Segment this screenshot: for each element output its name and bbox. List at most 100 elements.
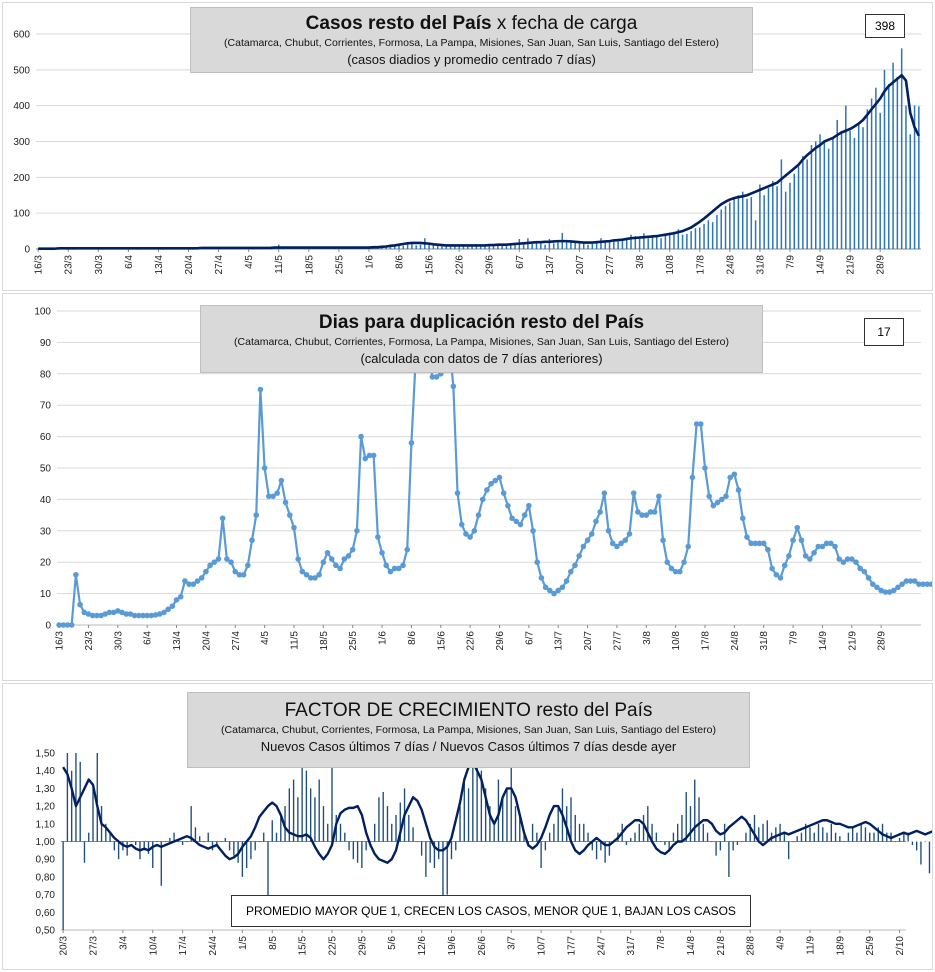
duplicacion-chart-panel: 0 10 20 30 40 50 60 70 80 90 100 16/3 23/3 30/3 6/4 13/… xyxy=(2,293,933,681)
data-point xyxy=(224,556,230,562)
data-point xyxy=(874,584,880,591)
x-tick-label: 3/8 xyxy=(635,255,646,269)
bar xyxy=(472,753,474,842)
data-point xyxy=(895,584,901,591)
bar xyxy=(643,233,645,249)
bar xyxy=(75,753,77,842)
data-point xyxy=(832,543,838,550)
bar xyxy=(840,130,843,249)
data-point xyxy=(505,502,511,509)
bar xyxy=(630,837,632,842)
bar xyxy=(827,148,830,249)
bar xyxy=(92,788,94,842)
data-point xyxy=(282,499,289,506)
bar xyxy=(252,249,254,250)
bar xyxy=(314,797,316,842)
data-point xyxy=(496,474,503,481)
bar xyxy=(233,841,235,856)
bar xyxy=(344,832,346,842)
bar xyxy=(779,823,781,842)
y-tick-label: 600 xyxy=(13,30,30,41)
data-point xyxy=(903,578,910,584)
data-point xyxy=(333,562,339,569)
data-point xyxy=(328,556,335,562)
duplicacion-subtitle2: (calculada con datos de 7 días anteriore… xyxy=(360,351,603,366)
bar xyxy=(839,836,841,842)
bar xyxy=(109,832,111,842)
bar xyxy=(870,98,873,249)
bar xyxy=(553,823,555,842)
bar xyxy=(905,105,907,250)
data-point xyxy=(681,559,687,565)
data-point xyxy=(400,562,406,569)
data-point xyxy=(689,474,696,481)
data-point xyxy=(685,543,692,550)
x-tick-label: 8/6 xyxy=(395,255,406,269)
bar xyxy=(763,195,765,249)
x-tick-label: 4/5 xyxy=(260,631,271,645)
data-point xyxy=(484,487,490,493)
y-tick-label: 1,30 xyxy=(36,784,56,795)
bar xyxy=(449,245,452,249)
bar xyxy=(881,823,884,842)
data-point xyxy=(651,509,658,515)
bar xyxy=(817,823,820,842)
bar xyxy=(741,191,744,249)
data-point xyxy=(597,509,603,515)
bar xyxy=(309,788,312,842)
data-point xyxy=(916,581,922,587)
bar xyxy=(862,127,864,249)
bar xyxy=(462,244,465,249)
data-point xyxy=(135,612,142,619)
bar xyxy=(327,823,329,842)
data-point xyxy=(312,575,318,581)
data-point xyxy=(165,606,171,613)
bar xyxy=(66,753,69,842)
data-point xyxy=(307,575,314,581)
data-point xyxy=(790,537,796,544)
factor-chart-panel: 0,50 0,60 0,70 0,80 0,90 1,00 1,10 1,20 1,30 1,40… xyxy=(2,683,933,970)
bar xyxy=(911,841,914,846)
bar xyxy=(523,832,525,842)
data-point xyxy=(836,556,843,562)
x-tick-label: 10/4 xyxy=(148,936,159,956)
x-tick-label: 15/6 xyxy=(425,255,436,275)
bar xyxy=(703,223,705,249)
bar xyxy=(143,841,145,851)
data-point xyxy=(391,565,398,572)
data-point xyxy=(144,612,150,619)
x-tick-label: 18/5 xyxy=(304,255,315,275)
data-point xyxy=(769,565,775,572)
data-point xyxy=(215,556,222,562)
bar xyxy=(767,188,770,249)
x-tick-label: 24/8 xyxy=(730,631,741,651)
bar xyxy=(587,832,589,842)
bar xyxy=(519,814,521,842)
data-point xyxy=(228,559,234,565)
bar xyxy=(402,245,405,249)
casos-title-rest: x fecha de carga xyxy=(496,13,638,34)
x-tick-label: 1/6 xyxy=(364,255,375,269)
bar xyxy=(458,245,460,249)
x-tick-label: 24/7 xyxy=(596,936,607,956)
data-point xyxy=(60,622,67,628)
x-tick-label: 3/4 xyxy=(118,936,129,950)
bar xyxy=(736,841,739,846)
data-point xyxy=(509,515,515,522)
bar xyxy=(583,243,585,249)
bar xyxy=(574,814,576,842)
data-point xyxy=(73,571,79,578)
bar xyxy=(135,841,137,846)
bar-series xyxy=(62,753,931,930)
bar xyxy=(484,788,487,842)
bar xyxy=(728,841,730,877)
bar xyxy=(583,823,585,842)
data-point xyxy=(261,465,268,471)
data-point xyxy=(538,575,545,581)
bar xyxy=(393,245,396,249)
bar xyxy=(847,832,850,842)
factor-subtitle: (Catamarca, Chubut, Corrientes, Formosa,… xyxy=(221,724,716,736)
data-point xyxy=(492,477,499,484)
data-point xyxy=(639,512,645,518)
bar xyxy=(429,841,431,863)
